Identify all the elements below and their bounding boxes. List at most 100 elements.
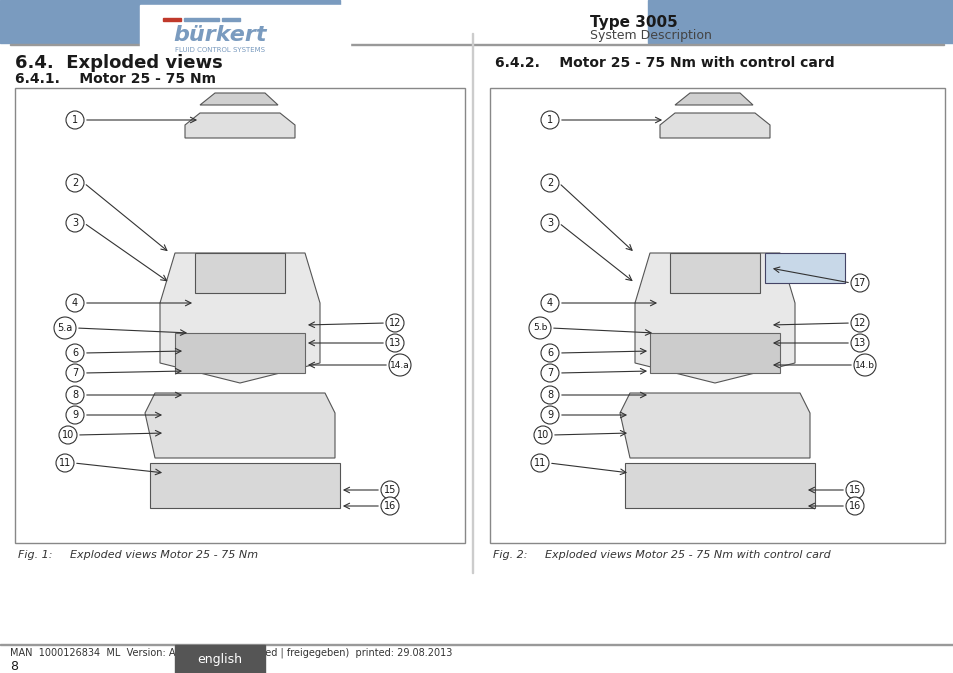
Text: 2: 2 xyxy=(71,178,78,188)
Polygon shape xyxy=(185,113,294,138)
Circle shape xyxy=(54,317,76,339)
Circle shape xyxy=(540,364,558,382)
Text: 6: 6 xyxy=(546,348,553,358)
Text: bürkert: bürkert xyxy=(173,25,267,45)
Circle shape xyxy=(529,317,551,339)
Bar xyxy=(150,463,339,508)
Circle shape xyxy=(850,314,868,332)
Circle shape xyxy=(540,386,558,404)
Bar xyxy=(0,643,953,673)
Bar xyxy=(10,44,943,45)
Text: 13: 13 xyxy=(389,338,400,348)
Circle shape xyxy=(850,334,868,352)
Circle shape xyxy=(540,294,558,312)
Text: 7: 7 xyxy=(546,368,553,378)
Circle shape xyxy=(66,406,84,424)
Text: Fig. 2:     Exploded views Motor 25 - 75 Nm with control card: Fig. 2: Exploded views Motor 25 - 75 Nm … xyxy=(493,550,830,560)
Polygon shape xyxy=(200,93,277,105)
Bar xyxy=(0,0,339,43)
Circle shape xyxy=(66,364,84,382)
Polygon shape xyxy=(174,333,305,373)
Text: 17: 17 xyxy=(853,278,865,288)
Text: 1: 1 xyxy=(71,115,78,125)
Text: 8: 8 xyxy=(546,390,553,400)
Circle shape xyxy=(853,354,875,376)
Bar xyxy=(0,644,953,645)
Circle shape xyxy=(66,111,84,129)
Text: 5.a: 5.a xyxy=(57,323,72,333)
Circle shape xyxy=(66,174,84,192)
Text: 10: 10 xyxy=(537,430,549,440)
Polygon shape xyxy=(160,253,319,383)
Circle shape xyxy=(56,454,74,472)
Bar xyxy=(184,18,219,21)
Text: 14.a: 14.a xyxy=(390,361,410,369)
Text: 12: 12 xyxy=(389,318,401,328)
Text: FLUID CONTROL SYSTEMS: FLUID CONTROL SYSTEMS xyxy=(174,47,265,53)
Text: 3: 3 xyxy=(546,218,553,228)
Text: 8: 8 xyxy=(10,660,18,672)
Text: 10: 10 xyxy=(62,430,74,440)
Circle shape xyxy=(66,294,84,312)
Bar xyxy=(174,645,265,673)
Bar xyxy=(163,18,181,21)
Circle shape xyxy=(380,497,398,515)
Circle shape xyxy=(389,354,411,376)
Text: System Description: System Description xyxy=(589,28,711,42)
Text: 6: 6 xyxy=(71,348,78,358)
Bar xyxy=(472,33,473,573)
Polygon shape xyxy=(649,333,780,373)
Polygon shape xyxy=(619,393,809,458)
Circle shape xyxy=(850,274,868,292)
Text: 6.4.  Exploded views: 6.4. Exploded views xyxy=(15,54,222,72)
Text: english: english xyxy=(197,653,242,666)
Circle shape xyxy=(534,426,552,444)
Text: 2: 2 xyxy=(546,178,553,188)
Text: 11: 11 xyxy=(59,458,71,468)
Circle shape xyxy=(386,334,403,352)
Bar xyxy=(15,88,464,543)
Bar xyxy=(624,463,814,508)
Circle shape xyxy=(540,111,558,129)
Text: 7: 7 xyxy=(71,368,78,378)
Text: 15: 15 xyxy=(383,485,395,495)
Text: 3: 3 xyxy=(71,218,78,228)
Text: 6.4.2.    Motor 25 - 75 Nm with control card: 6.4.2. Motor 25 - 75 Nm with control car… xyxy=(495,56,834,70)
Text: 9: 9 xyxy=(71,410,78,420)
Polygon shape xyxy=(145,393,335,458)
Text: 5.b: 5.b xyxy=(533,324,547,332)
Circle shape xyxy=(380,481,398,499)
Text: Fig. 1:     Exploded views Motor 25 - 75 Nm: Fig. 1: Exploded views Motor 25 - 75 Nm xyxy=(18,550,258,560)
Text: 13: 13 xyxy=(853,338,865,348)
Text: 4: 4 xyxy=(546,298,553,308)
Circle shape xyxy=(59,426,77,444)
Text: 14.b: 14.b xyxy=(854,361,874,369)
Circle shape xyxy=(540,214,558,232)
Text: 15: 15 xyxy=(848,485,861,495)
Circle shape xyxy=(386,314,403,332)
Bar xyxy=(490,88,944,543)
Polygon shape xyxy=(659,113,769,138)
Text: 16: 16 xyxy=(848,501,861,511)
Text: 9: 9 xyxy=(546,410,553,420)
Circle shape xyxy=(540,174,558,192)
Text: 12: 12 xyxy=(853,318,865,328)
Circle shape xyxy=(66,214,84,232)
Bar xyxy=(669,253,760,293)
Circle shape xyxy=(845,497,863,515)
Text: Type 3005: Type 3005 xyxy=(589,15,677,30)
Circle shape xyxy=(66,344,84,362)
Text: 4: 4 xyxy=(71,298,78,308)
Bar xyxy=(194,253,285,293)
Circle shape xyxy=(531,454,548,472)
Text: MAN  1000126834  ML  Version: A Status: RL (released | freigegeben)  printed: 29: MAN 1000126834 ML Version: A Status: RL … xyxy=(10,647,452,658)
Text: 11: 11 xyxy=(534,458,545,468)
Polygon shape xyxy=(635,253,794,383)
Bar xyxy=(764,253,844,283)
Text: 8: 8 xyxy=(71,390,78,400)
Text: 1: 1 xyxy=(546,115,553,125)
Text: 6.4.1.    Motor 25 - 75 Nm: 6.4.1. Motor 25 - 75 Nm xyxy=(15,72,215,86)
Bar xyxy=(222,18,240,21)
Bar xyxy=(140,5,350,63)
Text: 16: 16 xyxy=(383,501,395,511)
